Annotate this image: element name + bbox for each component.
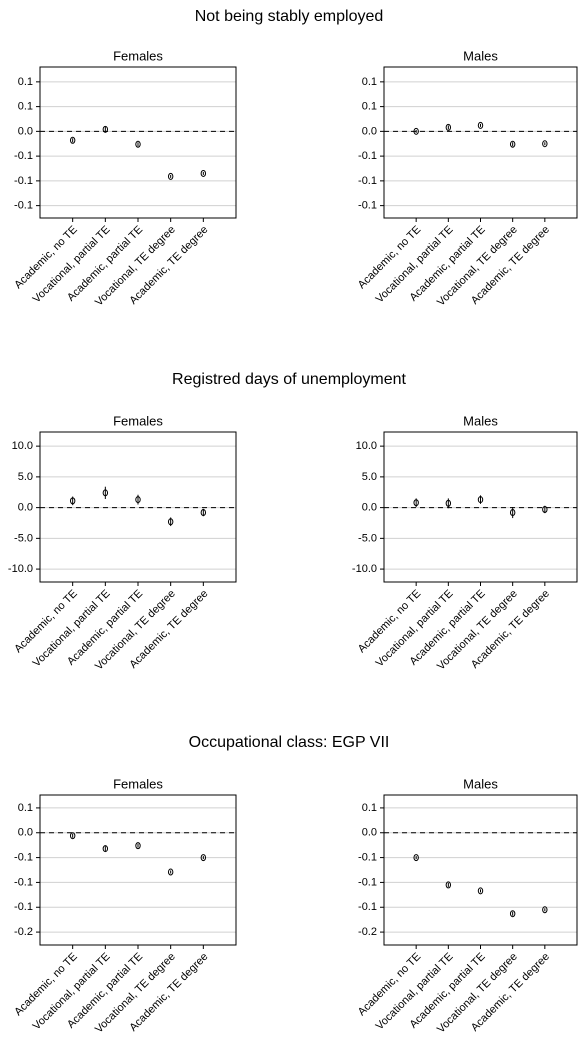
y-tick-label: 0.1 bbox=[18, 76, 33, 88]
y-tick-label: 0.0 bbox=[362, 502, 377, 514]
point bbox=[69, 832, 76, 840]
point bbox=[135, 842, 141, 850]
point bbox=[477, 887, 484, 895]
point bbox=[413, 499, 419, 507]
panel-title: Males bbox=[463, 776, 498, 791]
y-tick-label: -0.2 bbox=[358, 926, 377, 938]
point bbox=[542, 140, 548, 148]
point bbox=[542, 505, 548, 513]
y-tick-label: -0.1 bbox=[14, 200, 33, 212]
y-tick-label: -5.0 bbox=[358, 532, 377, 544]
point bbox=[167, 172, 174, 180]
y-tick-label: -0.1 bbox=[358, 200, 377, 212]
y-tick-label: -0.1 bbox=[358, 175, 377, 187]
point bbox=[135, 140, 141, 148]
point bbox=[509, 509, 516, 517]
point bbox=[167, 518, 174, 526]
point bbox=[413, 127, 419, 135]
y-tick-label: -0.1 bbox=[358, 150, 377, 162]
point bbox=[135, 496, 141, 504]
point bbox=[509, 140, 516, 148]
point bbox=[69, 497, 76, 505]
y-tick-label: -0.1 bbox=[358, 876, 377, 888]
plot-frame bbox=[383, 794, 578, 946]
y-tick-label: 0.0 bbox=[362, 827, 377, 839]
y-tick-label: -0.1 bbox=[14, 851, 33, 863]
point bbox=[102, 845, 109, 853]
y-tick-label: -0.1 bbox=[14, 901, 33, 913]
panel-title: Males bbox=[463, 48, 498, 63]
panel-title: Males bbox=[463, 413, 498, 428]
point bbox=[102, 125, 109, 133]
point bbox=[477, 121, 484, 129]
y-tick-label: 0.1 bbox=[18, 101, 33, 113]
y-tick-label: 0.0 bbox=[18, 827, 33, 839]
point bbox=[477, 496, 484, 504]
y-tick-label: 0.0 bbox=[362, 125, 377, 137]
point bbox=[102, 489, 109, 497]
y-tick-label: -0.1 bbox=[358, 901, 377, 913]
point bbox=[445, 499, 452, 507]
point bbox=[69, 136, 76, 144]
point bbox=[200, 854, 207, 862]
y-tick-label: 0.0 bbox=[18, 125, 33, 137]
figure-title: Occupational class: EGP VII bbox=[189, 734, 390, 751]
y-tick-label: 0.1 bbox=[362, 802, 377, 814]
y-tick-label: 0.0 bbox=[18, 502, 33, 514]
point bbox=[167, 868, 174, 876]
panel-title: Females bbox=[113, 413, 163, 428]
y-tick-label: -0.1 bbox=[14, 876, 33, 888]
y-tick-label: 10.0 bbox=[12, 440, 33, 452]
plot-frame bbox=[39, 431, 237, 583]
plot-frame bbox=[383, 66, 578, 219]
y-tick-label: 0.1 bbox=[362, 76, 377, 88]
point bbox=[509, 910, 516, 918]
y-tick-label: 10.0 bbox=[356, 440, 377, 452]
y-tick-label: -0.1 bbox=[358, 851, 377, 863]
figure-title: Not being stably employed bbox=[195, 8, 384, 25]
y-tick-label: 5.0 bbox=[18, 471, 33, 483]
point bbox=[200, 169, 207, 177]
plot-frame bbox=[383, 431, 578, 583]
panel-title: Females bbox=[113, 48, 163, 63]
point bbox=[542, 906, 548, 914]
y-tick-label: -5.0 bbox=[14, 532, 33, 544]
point bbox=[445, 881, 452, 889]
panel-title: Females bbox=[113, 776, 163, 791]
point bbox=[200, 509, 207, 517]
y-tick-label: -10.0 bbox=[352, 563, 377, 575]
figure-title: Registred days of unemployment bbox=[172, 371, 406, 388]
y-tick-label: 0.1 bbox=[362, 101, 377, 113]
y-tick-label: 5.0 bbox=[362, 471, 377, 483]
point bbox=[445, 123, 452, 131]
y-tick-label: 0.1 bbox=[18, 802, 33, 814]
y-tick-label: -0.1 bbox=[14, 150, 33, 162]
y-tick-label: -0.1 bbox=[14, 175, 33, 187]
y-tick-label: -10.0 bbox=[8, 563, 33, 575]
plot-frame bbox=[39, 794, 237, 946]
point bbox=[413, 854, 419, 862]
y-tick-label: -0.2 bbox=[14, 926, 33, 938]
